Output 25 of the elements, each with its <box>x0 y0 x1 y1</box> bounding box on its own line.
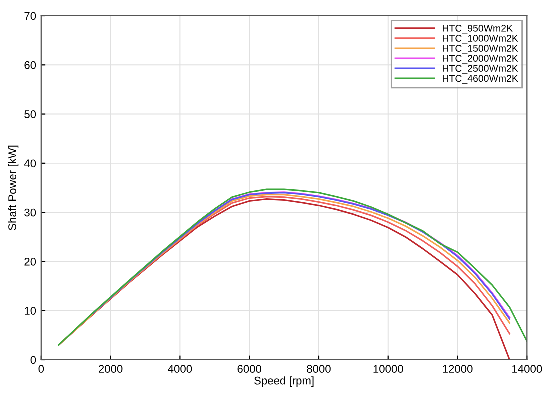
y-tick-label: 0 <box>30 356 36 364</box>
x-tick-label: 2000 <box>98 365 123 374</box>
line-series <box>92 192 511 320</box>
y-tick-label: 50 <box>24 110 36 118</box>
x-tick-label: 14000 <box>512 365 542 374</box>
x-tick-label: 4000 <box>168 365 192 374</box>
x-axis-title: Speed [rpm] <box>254 376 314 387</box>
x-tick-label: 8000 <box>307 365 331 374</box>
y-tick-label: 60 <box>24 61 36 70</box>
x-tick-label: 10000 <box>374 365 404 374</box>
y-tick-label: 10 <box>25 307 36 315</box>
y-tick-label: 40 <box>24 160 36 168</box>
legend-label: HTC_1500Wm2K <box>443 45 518 54</box>
y-axis-title: Shaft Power [kW] <box>8 146 19 230</box>
legend-label: HTC_2000Wm2K <box>443 55 518 64</box>
legend-label: HTC_4600Wm2K <box>443 75 518 84</box>
y-tick-label: 20 <box>24 258 36 266</box>
x-tick-label: 0 <box>38 365 44 374</box>
x-tick-label: 12000 <box>443 365 473 374</box>
y-tick-label: 30 <box>24 208 36 217</box>
legend-label: HTC_950Wm2K <box>443 25 513 34</box>
y-tick-label: 70 <box>24 12 36 20</box>
x-tick-label: 6000 <box>238 365 262 374</box>
legend-label: HTC_1000Wm2K <box>443 35 518 44</box>
legend-label: HTC_2500Wm2K <box>443 65 518 74</box>
